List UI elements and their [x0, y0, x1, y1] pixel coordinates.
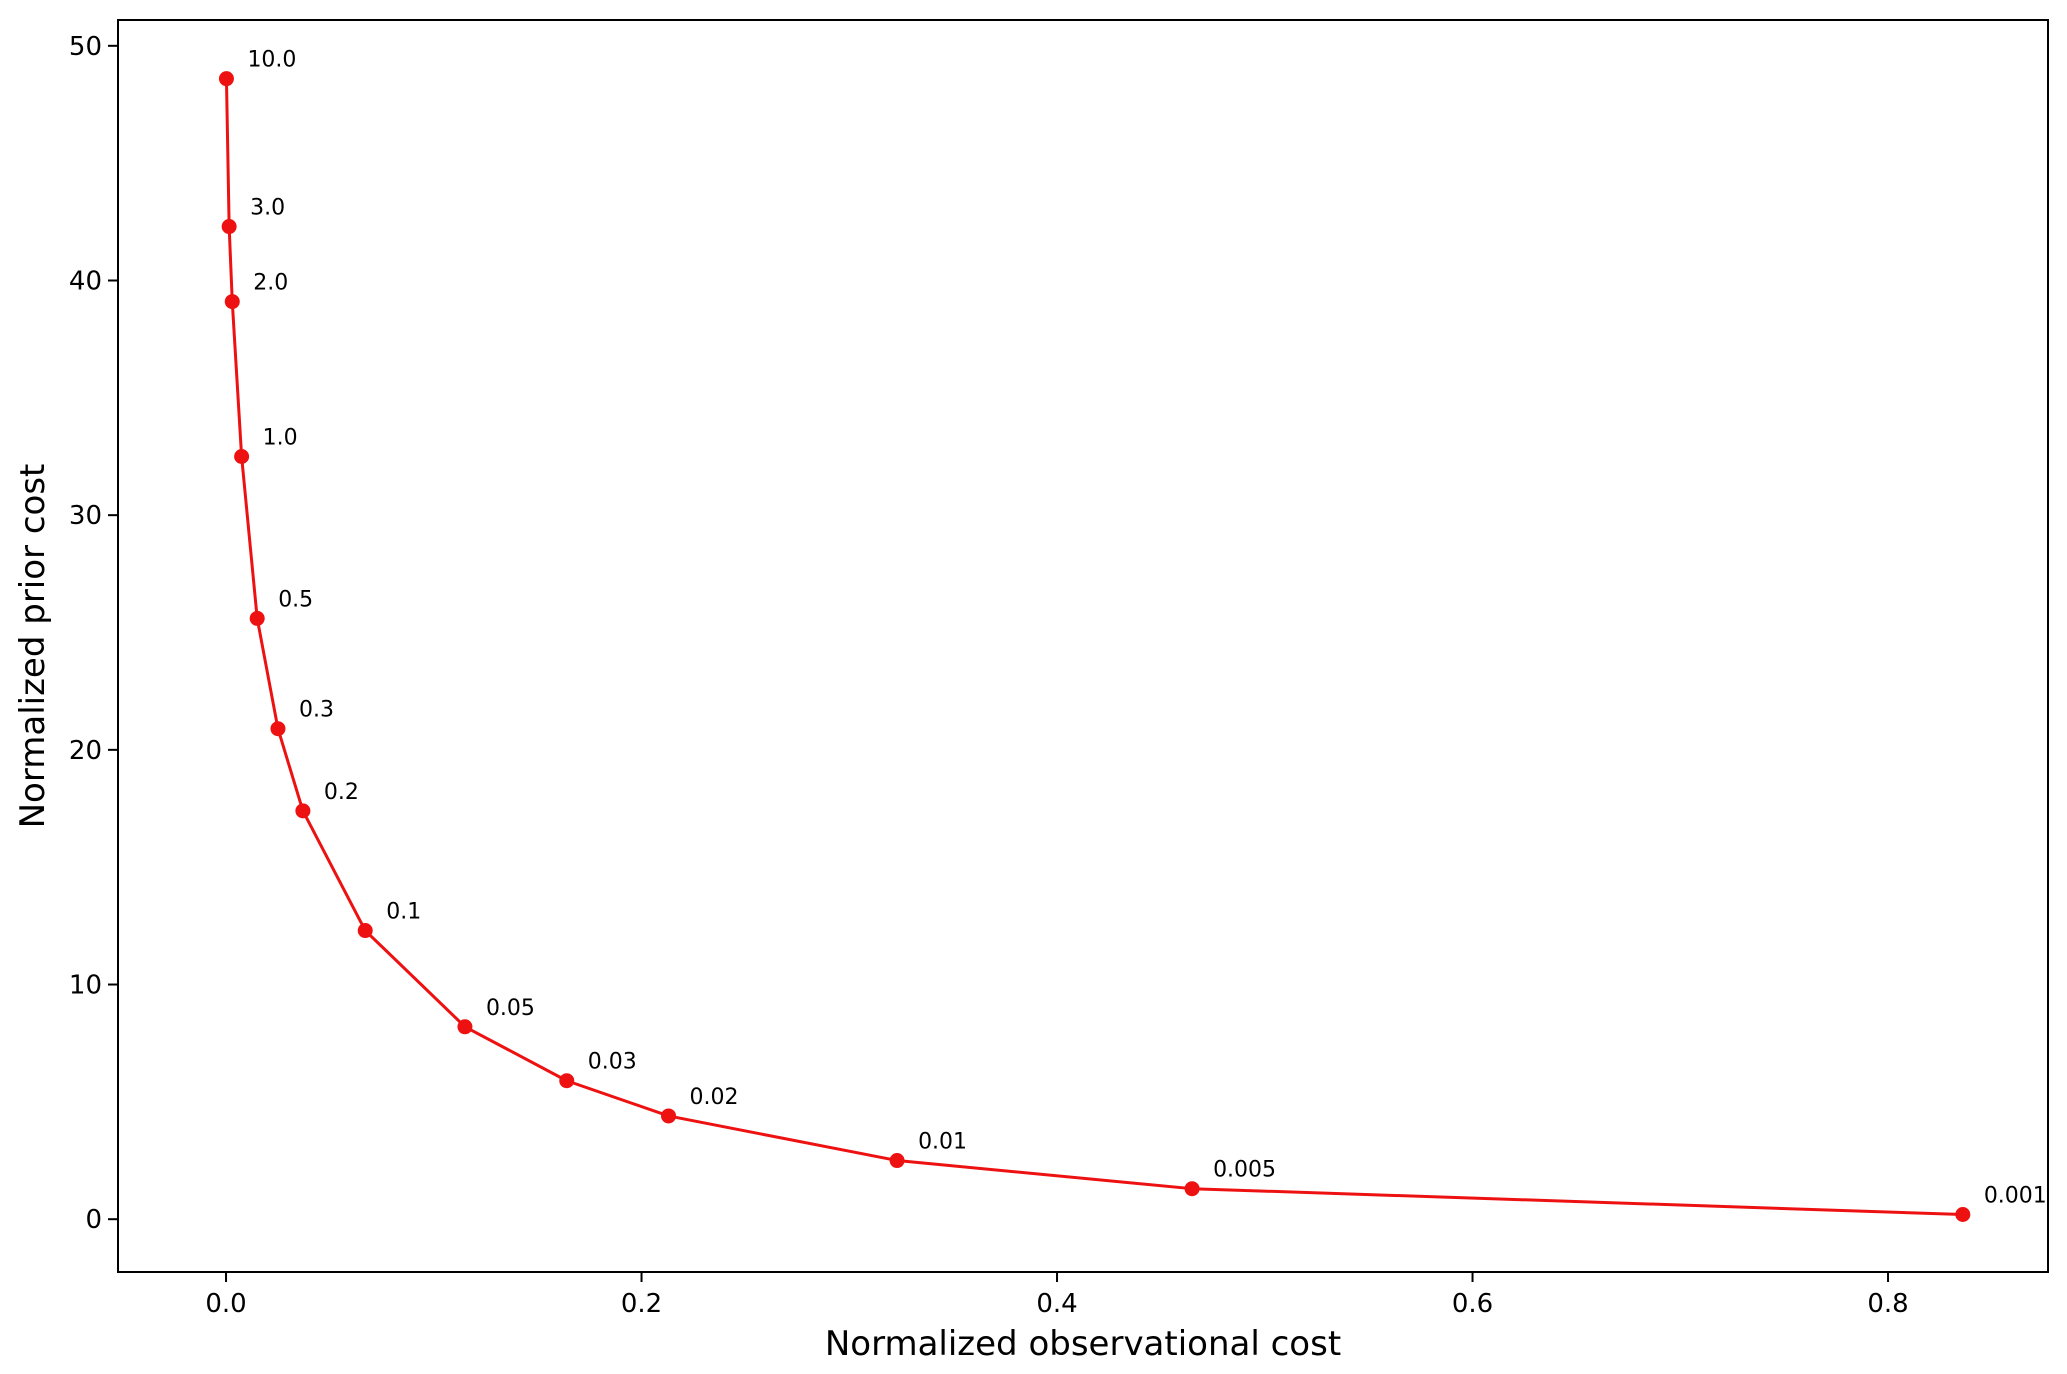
data-label: 0.01: [918, 1130, 967, 1155]
data-point: [559, 1073, 575, 1089]
data-point: [661, 1108, 677, 1124]
data-point: [270, 721, 286, 737]
y-tick-label: 0: [85, 1205, 102, 1235]
x-tick-label: 0.2: [621, 1289, 662, 1319]
data-label: 0.005: [1213, 1158, 1276, 1183]
y-tick-label: 50: [69, 32, 102, 62]
plot-area: [117, 19, 2049, 1273]
y-axis-title: Normalized prior cost: [13, 464, 53, 829]
data-label: 0.02: [690, 1085, 739, 1110]
data-label: 0.3: [299, 698, 334, 723]
y-tick-label: 20: [69, 736, 102, 766]
series-line: [224, 78, 1963, 1217]
series-layer: [218, 71, 1971, 1223]
data-label: 0.2: [324, 780, 359, 805]
y-tick-label: 40: [69, 266, 102, 296]
data-label: 0.5: [278, 587, 313, 612]
data-point: [889, 1153, 905, 1169]
x-axis-title: Normalized observational cost: [825, 1324, 1341, 1364]
y-axis: 0 10 20 30 40 50: [69, 32, 118, 1235]
data-point: [295, 803, 311, 819]
data-point: [1184, 1181, 1200, 1197]
data-label: 0.1: [386, 900, 421, 925]
data-point: [357, 923, 373, 939]
data-label: 2.0: [253, 271, 288, 296]
x-tick-label: 0.8: [1867, 1289, 1908, 1319]
data-label: 1.0: [263, 425, 298, 450]
x-axis: 0.0 0.2 0.4 0.6 0.8: [205, 1272, 1909, 1319]
data-point: [234, 448, 250, 464]
data-label: 0.05: [486, 996, 535, 1021]
y-tick-label: 30: [69, 501, 102, 531]
x-tick-label: 0.4: [1036, 1289, 1077, 1319]
x-tick-label: 0.6: [1452, 1289, 1493, 1319]
data-point: [1955, 1207, 1971, 1223]
data-point: [224, 294, 240, 310]
data-point: [221, 219, 237, 235]
x-tick-label: 0.0: [205, 1289, 246, 1319]
data-label: 3.0: [250, 196, 285, 221]
data-label: 10.0: [247, 48, 296, 73]
y-tick-label: 10: [69, 971, 102, 1001]
data-point: [249, 610, 265, 626]
data-point: [457, 1019, 473, 1035]
data-label: 0.03: [588, 1050, 637, 1075]
data-point: [218, 71, 234, 87]
data-label: 0.001: [1984, 1184, 2047, 1209]
point-labels: 10.0 3.0 2.0 1.0 0.5 0.3 0.2 0.1 0.05 0.03 0.02 0.0…: [247, 48, 2046, 1209]
